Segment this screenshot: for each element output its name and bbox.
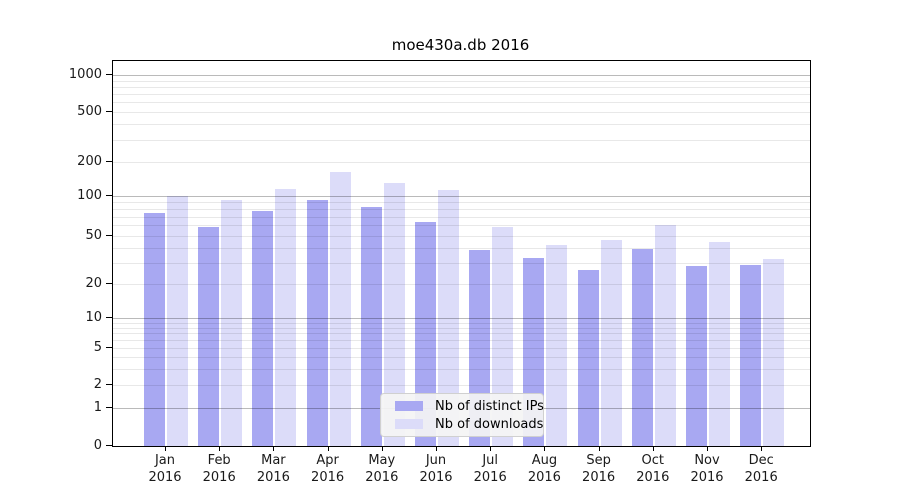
legend-item-distinct-ips: Nb of distinct IPs bbox=[395, 398, 544, 414]
x-tick-label-oct: Oct 2016 bbox=[636, 453, 670, 485]
plot-area: Nb of distinct IPs Nb of downloads bbox=[112, 60, 811, 447]
x-tick-label-may: May 2016 bbox=[365, 453, 399, 485]
bar-distinct-ips-may bbox=[360, 206, 382, 446]
x-tick-mark bbox=[219, 446, 221, 451]
x-tick-label-jul: Jul 2016 bbox=[473, 453, 507, 485]
y-tick-mark bbox=[106, 195, 112, 196]
bar-distinct-ips-feb bbox=[198, 227, 220, 446]
gridline-minor bbox=[113, 216, 810, 218]
x-tick-mark bbox=[436, 446, 437, 451]
y-tick-label: 1000 bbox=[68, 67, 102, 82]
bar-downloads-nov bbox=[709, 241, 730, 446]
x-tick-mark bbox=[273, 446, 275, 451]
legend-label-downloads: Nb of downloads bbox=[435, 416, 544, 432]
y-tick-mark bbox=[106, 74, 112, 75]
bar-downloads-aug bbox=[546, 245, 568, 446]
bar-distinct-ips-dec bbox=[740, 264, 762, 446]
x-tick-label-jun: Jun 2016 bbox=[419, 453, 453, 485]
x-tick-label-dec: Dec 2016 bbox=[744, 453, 778, 485]
gridline-minor bbox=[113, 139, 810, 141]
bar-downloads-dec bbox=[763, 259, 785, 446]
y-tick-mark bbox=[106, 161, 112, 162]
bar-downloads-sep bbox=[600, 240, 622, 446]
gridline-minor bbox=[113, 94, 810, 96]
y-tick-label: 50 bbox=[85, 228, 102, 243]
y-tick-mark bbox=[106, 407, 112, 408]
chart-title: moe430a.db 2016 bbox=[391, 36, 530, 54]
legend-swatch-downloads bbox=[395, 419, 423, 429]
gridline-major bbox=[113, 75, 810, 76]
x-tick-label-aug: Aug 2016 bbox=[527, 453, 561, 485]
x-tick-label-jan: Jan 2016 bbox=[148, 453, 182, 485]
bar-distinct-ips-oct bbox=[631, 249, 653, 446]
y-tick-mark bbox=[106, 283, 112, 284]
gridline-minor bbox=[113, 225, 810, 227]
y-tick-label: 20 bbox=[85, 276, 102, 291]
bar-distinct-ips-nov bbox=[686, 266, 707, 446]
legend-item-downloads: Nb of downloads bbox=[395, 417, 543, 432]
bar-downloads-feb bbox=[221, 199, 243, 446]
x-tick-mark bbox=[544, 446, 546, 451]
x-tick-label-mar: Mar 2016 bbox=[256, 453, 290, 485]
y-tick-label: 5 bbox=[93, 340, 102, 355]
gridline-minor bbox=[113, 102, 810, 104]
y-tick-label: 2 bbox=[93, 377, 102, 392]
legend: Nb of distinct IPs Nb of downloads bbox=[380, 393, 544, 437]
legend-swatch-distinct-ips bbox=[395, 401, 423, 411]
x-tick-mark bbox=[598, 446, 600, 451]
bar-distinct-ips-apr bbox=[306, 199, 328, 446]
legend-label-distinct-ips: Nb of distinct IPs bbox=[435, 398, 544, 414]
gridline-minor bbox=[113, 208, 810, 210]
bar-downloads-jul bbox=[492, 227, 514, 446]
y-tick-mark bbox=[106, 445, 112, 446]
x-tick-label-apr: Apr 2016 bbox=[311, 453, 345, 485]
x-tick-label-nov: Nov 2016 bbox=[690, 453, 724, 485]
y-tick-label: 200 bbox=[77, 154, 102, 169]
x-tick-mark bbox=[761, 446, 763, 451]
bar-downloads-may bbox=[383, 183, 405, 446]
x-tick-mark bbox=[490, 446, 492, 451]
gridline-major bbox=[113, 196, 810, 197]
gridline-minor bbox=[113, 80, 810, 82]
bar-distinct-ips-jan bbox=[144, 213, 165, 446]
x-tick-mark bbox=[165, 446, 166, 451]
x-tick-mark bbox=[652, 446, 654, 451]
x-tick-mark bbox=[381, 446, 383, 451]
bar-distinct-ips-jun bbox=[415, 221, 436, 446]
x-tick-mark bbox=[707, 446, 708, 451]
y-tick-label: 500 bbox=[77, 104, 102, 119]
y-tick-mark bbox=[106, 384, 112, 385]
bar-downloads-jan bbox=[167, 195, 188, 446]
y-tick-label: 10 bbox=[85, 310, 102, 325]
gridline-minor bbox=[113, 124, 810, 126]
y-tick-label: 0 bbox=[93, 438, 102, 453]
gridline-minor bbox=[113, 86, 810, 88]
x-tick-mark bbox=[327, 446, 329, 451]
y-tick-label: 100 bbox=[77, 188, 102, 203]
gridline-minor bbox=[113, 162, 810, 163]
y-tick-mark bbox=[106, 317, 112, 318]
y-tick-label: 1 bbox=[93, 400, 102, 415]
bar-downloads-mar bbox=[275, 188, 297, 446]
bar-downloads-apr bbox=[329, 171, 351, 446]
gridline-minor bbox=[113, 202, 810, 204]
y-tick-mark bbox=[106, 235, 112, 236]
bar-downloads-oct bbox=[654, 224, 676, 446]
x-tick-label-feb: Feb 2016 bbox=[202, 453, 236, 485]
bar-downloads-jun bbox=[438, 189, 459, 446]
gridline-minor bbox=[113, 112, 810, 113]
bar-distinct-ips-mar bbox=[252, 211, 274, 446]
y-tick-mark bbox=[106, 111, 112, 112]
y-tick-mark bbox=[106, 347, 112, 348]
x-tick-label-sep: Sep 2016 bbox=[582, 453, 616, 485]
bar-distinct-ips-sep bbox=[577, 270, 599, 446]
